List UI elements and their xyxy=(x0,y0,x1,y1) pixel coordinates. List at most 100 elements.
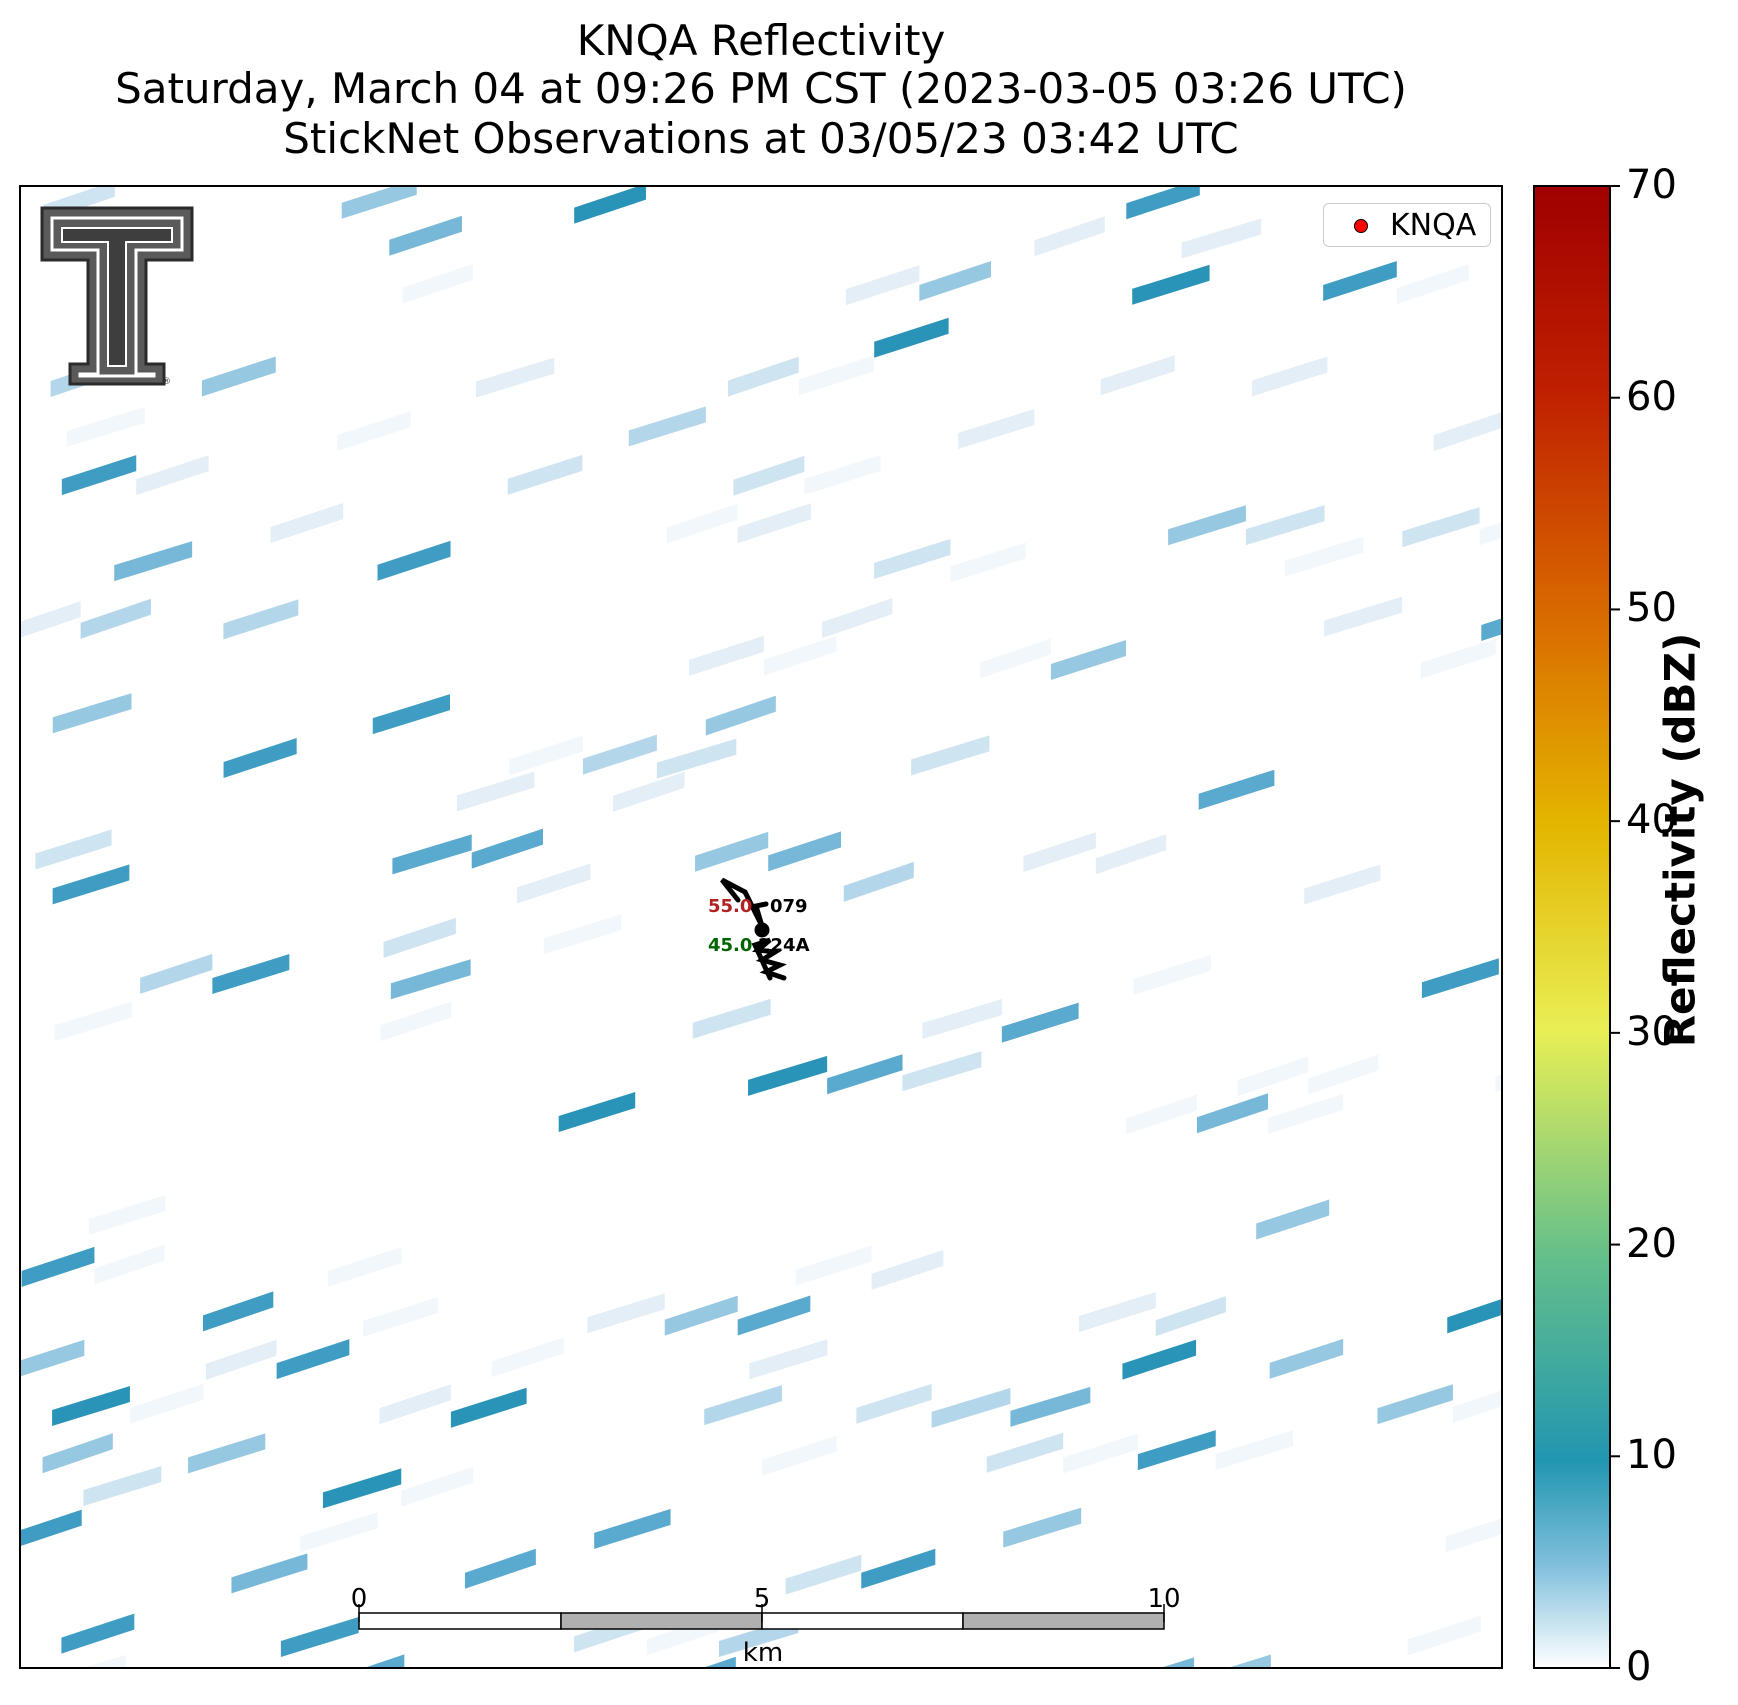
reflectivity-bin xyxy=(20,601,81,638)
reflectivity-bin xyxy=(300,1512,378,1553)
scale-bar xyxy=(358,1604,1165,1630)
reflectivity-bin xyxy=(83,1466,162,1507)
reflectivity-bin xyxy=(1168,505,1246,546)
reflectivity-bin xyxy=(785,1554,862,1595)
reflectivity-bin xyxy=(1095,834,1167,875)
reflectivity-bin xyxy=(1237,1056,1309,1097)
reflectivity-bin xyxy=(628,406,706,447)
reflectivity-bins xyxy=(20,186,1502,1668)
reflectivity-bin xyxy=(902,1051,982,1092)
colorbar-tick-label: 50 xyxy=(1626,585,1677,632)
reflectivity-bin xyxy=(1160,1657,1195,1668)
reflectivity-bin xyxy=(1133,954,1211,995)
reflectivity-bin xyxy=(231,1553,308,1594)
reflectivity-bin xyxy=(1377,1384,1453,1425)
reflectivity-bin xyxy=(1023,832,1096,873)
radar-site-marker-icon xyxy=(1354,219,1368,233)
reflectivity-bin xyxy=(491,1337,564,1378)
reflectivity-bin xyxy=(689,635,764,676)
reflectivity-bin xyxy=(52,693,132,734)
reflectivity-bin xyxy=(1126,186,1200,220)
reflectivity-bin xyxy=(874,317,949,358)
reflectivity-bin xyxy=(574,186,646,224)
reflectivity-bin xyxy=(379,1384,451,1425)
reflectivity-bin xyxy=(733,455,805,496)
reflectivity-bin xyxy=(328,1246,402,1287)
colorbar-tick-label: 60 xyxy=(1626,373,1677,420)
reflectivity-bin xyxy=(1251,356,1328,397)
reflectivity-bin xyxy=(695,831,769,872)
reflectivity-bin xyxy=(1433,412,1502,452)
reflectivity-bin xyxy=(843,861,914,902)
reflectivity-bin xyxy=(82,1654,126,1668)
reflectivity-bin xyxy=(276,1339,350,1380)
obs-station-id-2: 224A xyxy=(758,935,810,956)
reflectivity-bin xyxy=(450,1387,527,1428)
wind-barb xyxy=(720,877,787,981)
reflectivity-bin xyxy=(61,1613,135,1654)
reflectivity-bin xyxy=(322,1468,402,1509)
reflectivity-bin xyxy=(763,635,837,676)
reflectivity-bin xyxy=(140,953,213,994)
reflectivity-bin xyxy=(911,735,990,776)
reflectivity-bin xyxy=(795,1245,872,1286)
reflectivity-bin xyxy=(1256,1199,1330,1240)
reflectivity-bin xyxy=(1323,260,1397,301)
reflectivity-bin xyxy=(212,954,290,995)
reflectivity-bin xyxy=(1100,355,1175,396)
registered-mark: ® xyxy=(162,377,171,387)
reflectivity-bin xyxy=(986,1432,1064,1473)
legend: KNQA xyxy=(1323,203,1491,247)
reflectivity-bin xyxy=(582,734,657,775)
reflectivity-bin xyxy=(383,917,456,958)
colorbar-tick-label: 0 xyxy=(1626,1644,1652,1690)
reflectivity-bin xyxy=(1125,1094,1197,1135)
colorbar-ticks xyxy=(1610,185,1620,1669)
reflectivity-bin xyxy=(958,408,1035,449)
reflectivity-bin xyxy=(1269,1338,1344,1379)
reflectivity-bin xyxy=(1445,1518,1502,1553)
reflectivity-bin xyxy=(1196,1093,1269,1134)
reflectivity-bin xyxy=(517,863,591,904)
reflectivity-bin xyxy=(1078,1292,1156,1333)
reflectivity-bin xyxy=(950,542,1026,583)
reflectivity-bin xyxy=(1452,1390,1502,1423)
reflectivity-bin xyxy=(613,771,685,812)
plot-subtitle-time: Saturday, March 04 at 09:26 PM CST (2023… xyxy=(115,64,1407,113)
reflectivity-bin xyxy=(54,1001,132,1042)
reflectivity-bin xyxy=(188,1433,266,1474)
reflectivity-bin xyxy=(587,1293,665,1334)
reflectivity-bin xyxy=(80,598,151,639)
reflectivity-bin xyxy=(20,1339,85,1377)
reflectivity-bin xyxy=(558,1092,636,1133)
reflectivity-bin xyxy=(223,737,297,778)
reflectivity-bin xyxy=(475,357,555,398)
reflectivity-bin xyxy=(1181,218,1262,259)
reflectivity-bin xyxy=(1268,1093,1344,1134)
reflectivity-bin xyxy=(380,1001,452,1042)
reflectivity-bin xyxy=(594,1508,671,1549)
obs-dewpoint: 45.0 xyxy=(708,935,753,956)
reflectivity-bin xyxy=(94,1244,165,1285)
reflectivity-bin xyxy=(270,502,344,543)
reflectivity-bin xyxy=(1215,1430,1294,1471)
reflectivity-bin xyxy=(402,263,473,304)
reflectivity-bin xyxy=(1155,1296,1226,1337)
reflectivity-bin xyxy=(1421,958,1499,999)
reflectivity-bin xyxy=(931,1387,1011,1428)
reflectivity-bin xyxy=(1245,505,1325,546)
reflectivity-bin xyxy=(389,215,462,256)
reflectivity-bin xyxy=(804,454,881,495)
reflectivity-bin xyxy=(1479,522,1502,546)
reflectivity-bin xyxy=(1132,264,1210,305)
colorbar-tick-label: 20 xyxy=(1626,1220,1677,1267)
reflectivity-bin xyxy=(1396,264,1469,305)
reflectivity-bin xyxy=(390,959,471,1000)
reflectivity-bin xyxy=(1034,216,1105,257)
reflectivity-bin xyxy=(749,1339,828,1380)
obs-temperature: 55.0 xyxy=(708,896,753,917)
reflectivity-bin xyxy=(798,355,874,396)
reflectivity-bin xyxy=(136,455,209,496)
reflectivity-bin xyxy=(543,914,622,955)
